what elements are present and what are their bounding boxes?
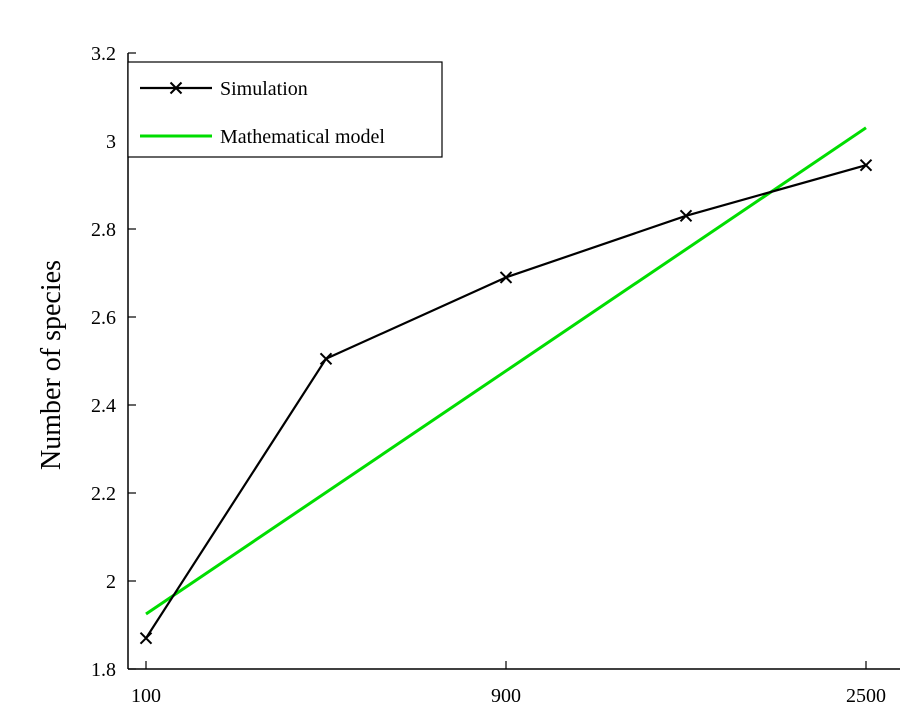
y-tick-label: 2.2 [91,483,116,505]
simulation-point [859,158,873,172]
legend-label: Mathematical model [220,126,385,148]
legend-box [127,61,443,158]
simulation-point [499,271,513,284]
x-tick-label: 900 [491,685,521,707]
y-tick-label: 3 [106,131,116,153]
x-ticks: 100 900 2500 [131,661,886,707]
y-ticks: 1.8 2 2.2 2.4 2.6 2.8 3 3.2 [91,43,136,681]
y-tick-label: 3.2 [91,43,116,65]
simulation-point [139,631,153,645]
y-tick-label: 1.8 [91,659,116,681]
x-tick-label: 2500 [846,685,886,707]
legend-item: Simulation [140,78,308,100]
series-layer [139,126,873,645]
y-tick-label: 2 [106,571,116,593]
legend-label: Simulation [220,78,308,100]
simulation-point [319,352,333,366]
legend: Simulation Mathematical model [127,61,443,158]
model-line [145,126,867,616]
y-tick-label: 2.8 [91,219,116,241]
y-tick-label: 2.6 [91,307,116,329]
legend-item: Mathematical model [140,126,385,148]
simulation-line [145,164,867,639]
y-tick-label: 2.4 [91,395,116,417]
simulation-point [679,209,693,223]
y-axis-title: Number of species [36,260,67,470]
x-tick-label: 100 [131,685,161,707]
